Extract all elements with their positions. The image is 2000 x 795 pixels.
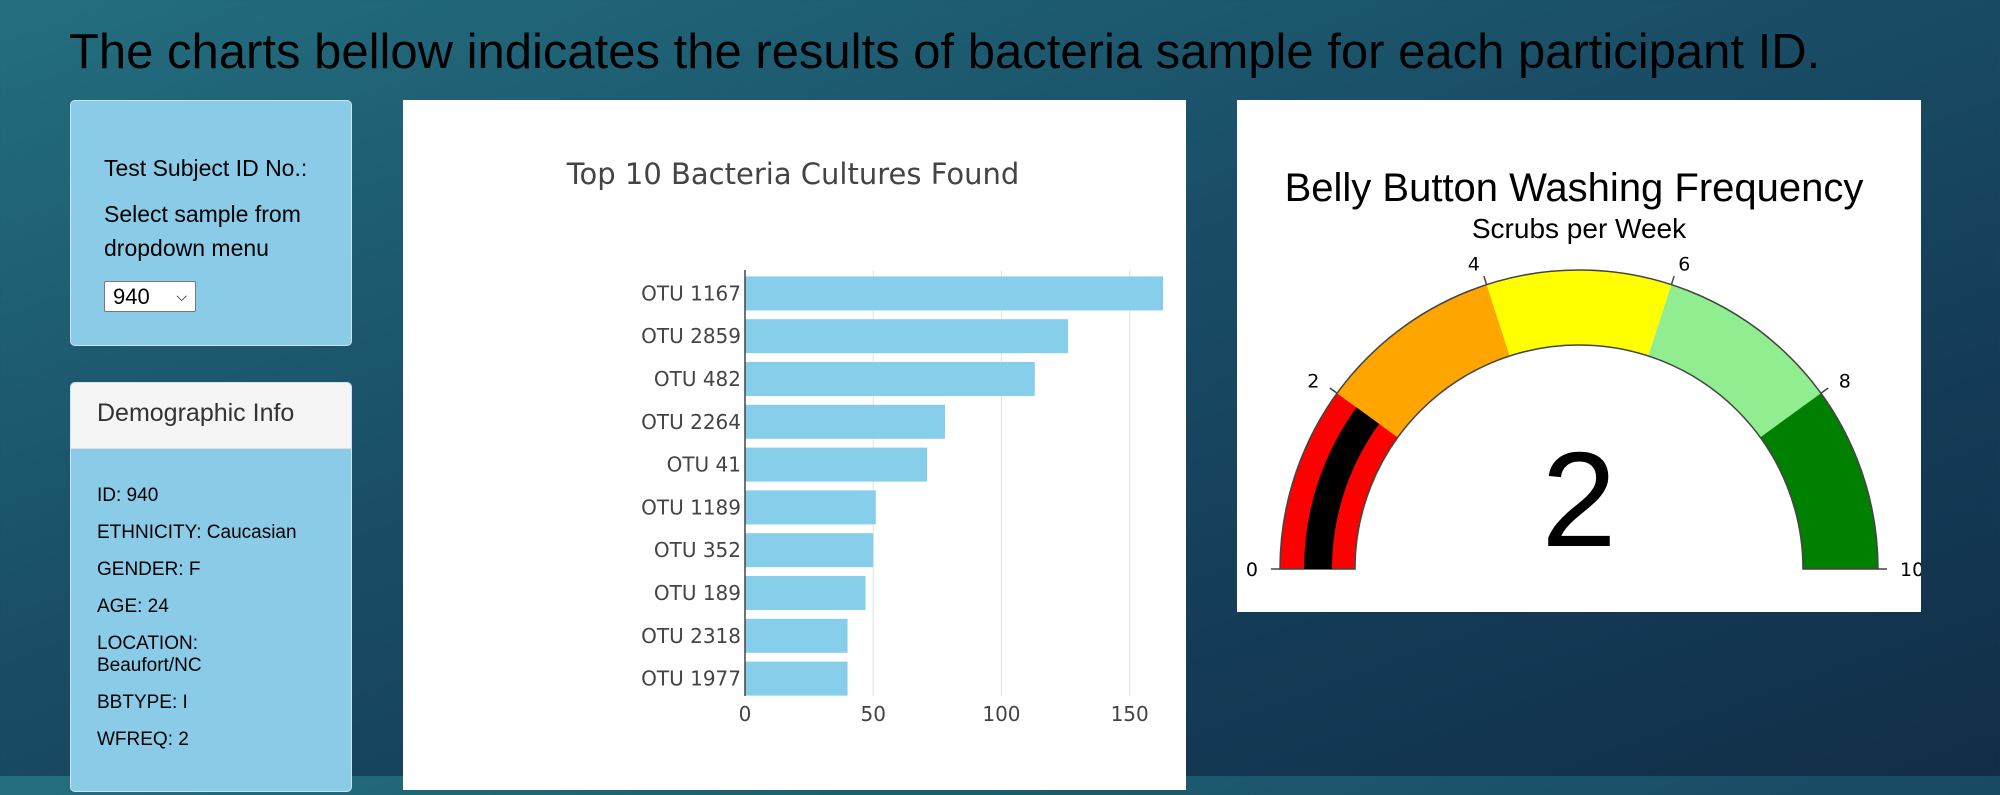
bar: [745, 404, 946, 439]
bar-x-tick-label: 50: [860, 702, 885, 726]
bar: [745, 533, 874, 568]
gauge-subtitle: Scrubs per Week: [1472, 213, 1687, 244]
bar-y-tick-label: OTU 352: [654, 538, 741, 562]
gauge-outline: [1279, 269, 1879, 570]
page-title: The charts bellow indicates the results …: [69, 25, 1821, 79]
gauge-tick-label: 0: [1246, 559, 1258, 581]
demo-bbtype: BBTYPE: I: [97, 692, 188, 713]
sample-id-selected: 940: [113, 283, 150, 309]
gauge-tick: [1670, 275, 1675, 285]
selector-hint: Select sample from dropdown menu: [104, 201, 301, 261]
gauge-step: [1648, 284, 1821, 438]
bar-y-tick-label: OTU 189: [654, 581, 741, 605]
bar-y-tick-label: OTU 2318: [641, 624, 741, 648]
sample-selector-panel: Test Subject ID No.: Select sample from …: [70, 100, 352, 346]
chevron-down-icon: ⌵: [176, 288, 187, 304]
bar-y-tick-label: OTU 482: [654, 367, 741, 391]
gauge-tick-label: 10: [1900, 559, 1921, 581]
bar-x-tick-label: 0: [739, 702, 752, 726]
gauge-step: [1337, 284, 1510, 438]
bar-y-tick-label: OTU 2264: [641, 410, 741, 434]
demographic-info-body: ID: 940 ETHNICITY: Caucasian GENDER: F A…: [71, 449, 351, 751]
gauge-tick-label: 2: [1307, 370, 1319, 392]
gauge-value: 2: [1541, 424, 1616, 575]
demo-ethnicity: ETHNICITY: Caucasian: [97, 522, 297, 543]
bar-y-tick-label: OTU 1189: [641, 495, 741, 519]
bar: [745, 319, 1069, 354]
gauge-tick: [1329, 387, 1338, 394]
gauge-chart-card: Belly Button Washing Frequency Scrubs pe…: [1237, 100, 1924, 612]
bar-x-tick-label: 150: [1111, 702, 1149, 726]
demo-gender: GENDER: F: [97, 559, 201, 580]
gauge-tick: [1483, 275, 1488, 285]
demo-age: AGE: 24: [97, 596, 169, 617]
bar: [745, 447, 928, 482]
demo-wfreq: WFREQ: 2: [97, 729, 189, 750]
bar: [745, 276, 1163, 311]
gauge-value-bar: [1304, 407, 1380, 569]
gauge-tick: [1820, 387, 1829, 394]
bar-x-tick-label: 100: [982, 702, 1020, 726]
bar: [745, 362, 1035, 396]
bar-chart: Top 10 Bacteria Cultures Found OTU 1167 O…: [566, 157, 1163, 726]
gauge-title: Belly Button Washing Frequency: [1285, 166, 1864, 210]
bar-y-tick-label: OTU 2859: [641, 324, 741, 348]
bar-y-tick-label: OTU 41: [667, 453, 741, 477]
bar-chart-card: Top 10 Bacteria Cultures Found OTU 1167 O…: [403, 100, 1186, 790]
selector-label: Test Subject ID No.:: [104, 155, 308, 181]
demographic-info-panel: Demographic Info ID: 940 ETHNICITY: Cauc…: [70, 382, 352, 792]
gauge-chart: Belly Button Washing Frequency Scrubs pe…: [1246, 166, 1924, 581]
bar: [745, 618, 848, 653]
demographic-info-heading: Demographic Info: [71, 383, 351, 449]
demo-location: LOCATION: Beaufort/NC: [97, 633, 202, 676]
gauge-tick-label: 4: [1468, 254, 1480, 276]
bar: [745, 490, 876, 525]
gauge-step: [1760, 393, 1878, 569]
demo-id: ID: 940: [97, 485, 159, 506]
sample-id-dropdown[interactable]: 940 ⌵: [104, 281, 196, 312]
bar: [745, 661, 848, 696]
bar-chart-title: Top 10 Bacteria Cultures Found: [566, 157, 1020, 191]
bar-y-tick-label: OTU 1977: [641, 667, 741, 691]
bar: [745, 576, 866, 610]
gauge-tick-label: 6: [1678, 254, 1690, 276]
bar-y-tick-label: OTU 1167: [641, 281, 741, 305]
gauge-tick-label: 8: [1839, 370, 1851, 392]
gauge-step: [1486, 270, 1672, 356]
